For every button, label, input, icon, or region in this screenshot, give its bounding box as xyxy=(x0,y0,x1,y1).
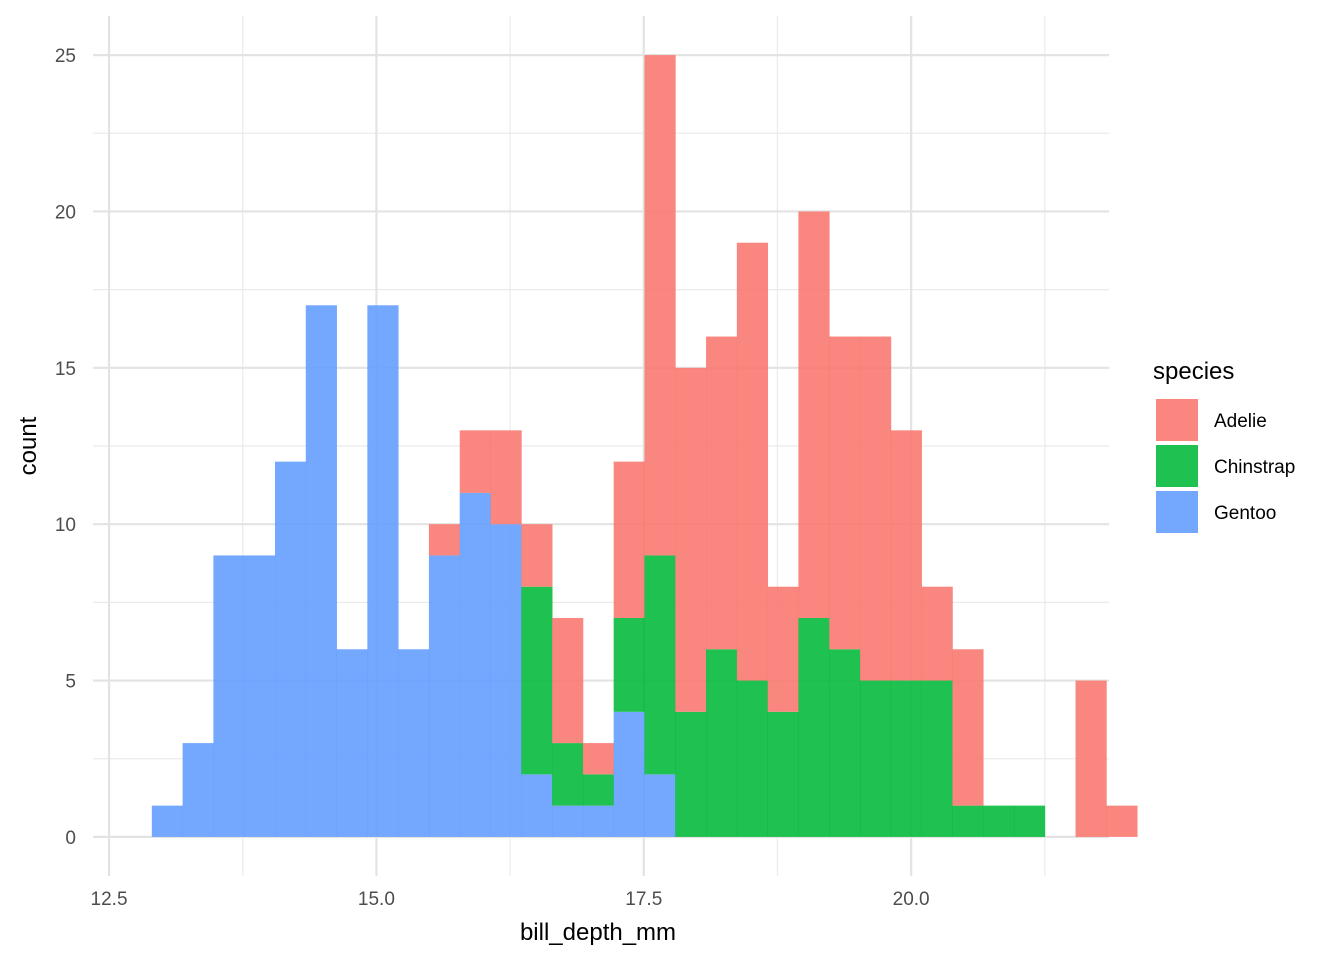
bar-chinstrap xyxy=(613,618,645,712)
bar-gentoo xyxy=(274,461,307,837)
bar-chinstrap xyxy=(767,711,799,837)
bar-gentoo xyxy=(490,524,522,837)
bar-chinstrap xyxy=(675,711,707,837)
y-tick-label: 5 xyxy=(65,672,76,693)
x-axis-title: bill_depth_mm xyxy=(520,919,676,946)
histogram-bars xyxy=(151,55,1138,837)
bar-chinstrap xyxy=(859,680,892,837)
bar-adelie xyxy=(767,586,799,712)
bar-adelie xyxy=(490,430,522,525)
bar-gentoo xyxy=(305,305,337,837)
bar-adelie xyxy=(459,430,491,493)
bar-gentoo xyxy=(151,805,184,837)
bar-chinstrap xyxy=(552,743,584,806)
bar-adelie xyxy=(582,743,615,775)
bar-chinstrap xyxy=(736,680,769,837)
bar-gentoo xyxy=(521,774,553,837)
legend-label-gentoo: Gentoo xyxy=(1214,503,1276,524)
legend-label-chinstrap: Chinstrap xyxy=(1214,457,1295,478)
bar-gentoo xyxy=(582,805,615,837)
bar-gentoo xyxy=(428,555,461,837)
y-tick-label: 20 xyxy=(55,202,76,223)
y-tick-label: 0 xyxy=(65,828,76,849)
bar-adelie xyxy=(798,211,830,619)
y-tick-label: 10 xyxy=(55,515,76,536)
legend-key-gentoo xyxy=(1156,491,1198,533)
bar-chinstrap xyxy=(798,618,830,837)
bar-gentoo xyxy=(336,649,368,837)
bar-adelie xyxy=(428,524,461,556)
x-tick-label: 12.5 xyxy=(91,889,128,910)
bar-adelie xyxy=(829,336,861,650)
bar-chinstrap xyxy=(952,805,984,837)
bar-chinstrap xyxy=(1013,805,1046,837)
bar-gentoo xyxy=(552,805,584,837)
y-tick-label: 25 xyxy=(55,46,76,67)
x-tick-label: 17.5 xyxy=(625,889,662,910)
bar-adelie xyxy=(859,336,892,681)
bar-adelie xyxy=(521,524,553,587)
x-tick-label: 20.0 xyxy=(893,889,930,910)
bar-chinstrap xyxy=(829,649,861,837)
bar-adelie xyxy=(890,430,922,681)
bar-adelie xyxy=(952,649,984,806)
bar-adelie xyxy=(1075,680,1107,837)
x-axis-tick-labels: 12.5 15.0 17.5 20.0 xyxy=(91,889,930,910)
bar-adelie xyxy=(613,461,645,618)
bar-adelie xyxy=(675,367,707,712)
bar-adelie xyxy=(706,336,738,650)
legend: species Adelie Chinstrap Gentoo xyxy=(1153,358,1295,533)
bar-gentoo xyxy=(182,743,214,837)
bar-adelie xyxy=(736,242,769,681)
bar-gentoo xyxy=(213,555,245,837)
x-tick-label: 15.0 xyxy=(358,889,395,910)
legend-key-adelie xyxy=(1156,399,1198,441)
bar-adelie xyxy=(552,618,584,744)
bar-chinstrap xyxy=(582,774,615,806)
bar-gentoo xyxy=(459,492,491,837)
legend-key-chinstrap xyxy=(1156,445,1198,487)
bar-chinstrap xyxy=(644,555,676,775)
bar-gentoo xyxy=(244,555,276,837)
y-axis-tick-labels: 0 5 10 15 20 25 xyxy=(55,46,76,849)
bar-chinstrap xyxy=(890,680,922,837)
bar-gentoo xyxy=(644,774,676,837)
bar-chinstrap xyxy=(983,805,1015,837)
y-tick-label: 15 xyxy=(55,359,76,380)
legend-title: species xyxy=(1153,358,1234,385)
bar-chinstrap xyxy=(706,649,738,837)
bar-adelie xyxy=(1106,805,1138,837)
legend-label-adelie: Adelie xyxy=(1214,411,1267,432)
bar-adelie xyxy=(644,55,676,556)
bar-chinstrap xyxy=(521,586,553,775)
legend-keys: Adelie Chinstrap Gentoo xyxy=(1156,399,1295,533)
bar-gentoo xyxy=(398,649,430,837)
bar-adelie xyxy=(921,586,953,681)
bar-chinstrap xyxy=(921,680,953,837)
bar-gentoo xyxy=(613,711,645,837)
bar-gentoo xyxy=(367,305,399,837)
y-axis-title: count xyxy=(15,416,42,475)
